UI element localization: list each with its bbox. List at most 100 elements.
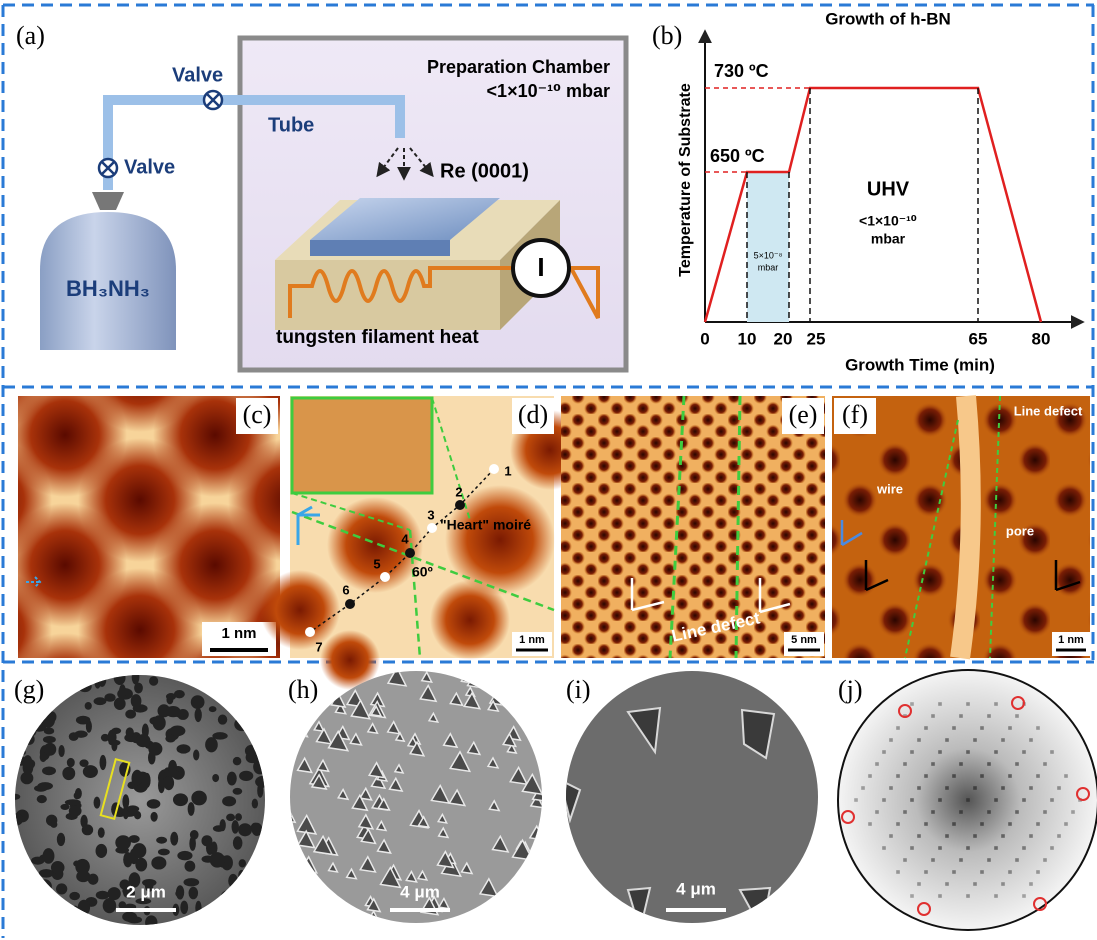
spot [1015,762,1019,766]
island [102,897,117,914]
island [416,869,429,881]
island [238,859,247,868]
island [187,802,195,816]
island [95,890,110,900]
island [506,742,518,754]
panel-a: (a) Valve Valve Tube BH₃NH₃ Preparation … [16,21,629,373]
island [219,819,226,832]
island [175,889,184,898]
spot [980,726,984,730]
island [144,879,154,892]
island [463,691,482,710]
spot [896,822,900,826]
point-label: 4 [401,531,409,546]
island [251,798,259,809]
island [100,733,110,742]
island [290,874,297,888]
island [187,675,195,684]
island [250,693,262,709]
x-axis-label: Growth Time (min) [845,355,995,374]
island [31,856,45,865]
island [379,865,402,889]
island [73,860,81,867]
axis-arrows [630,578,791,614]
temperature-label: 650 ºC [710,146,765,166]
island [128,872,141,888]
spot [945,882,949,886]
point-label: 2 [455,484,462,499]
spot [917,882,921,886]
island [521,772,542,796]
spot [966,894,970,898]
spot [973,834,977,838]
spot [994,894,998,898]
island [337,787,350,801]
island [180,900,189,915]
island [15,915,23,924]
domain-line [904,395,1001,659]
island [67,906,77,917]
island [113,675,126,685]
island [405,870,418,883]
spot [1008,726,1012,730]
island [315,727,333,745]
label-box [512,398,554,434]
island [129,848,139,865]
spot [959,810,963,814]
island [62,766,76,781]
spot [1036,822,1040,826]
spot [1022,798,1026,802]
island [207,676,219,686]
x-tick-label: 65 [969,329,988,348]
island [118,684,126,700]
island [131,675,140,685]
label-box [782,398,824,434]
island [349,732,363,746]
frame [1,3,1095,938]
heater-label: tungsten filament heat [276,327,479,348]
spot [896,774,900,778]
x-tick-label: 0 [700,329,709,348]
spot [973,738,977,742]
substrate-label: Re (0001) [440,160,529,182]
island [135,734,151,748]
spot [952,726,956,730]
island [487,699,500,713]
island [17,868,34,876]
island [437,896,451,910]
island [350,698,372,720]
island [50,861,65,875]
island [97,827,105,838]
valve-icon [101,161,115,175]
island [135,898,152,905]
island [172,793,189,807]
island [232,787,243,795]
label-box [834,398,876,434]
scale-label: 5 nm [791,634,817,646]
island [480,671,500,685]
island [15,749,26,756]
island [501,732,518,748]
island [126,805,140,813]
island [250,692,265,700]
island [307,904,328,923]
island [228,873,239,888]
spot [959,762,963,766]
island [231,820,239,834]
island [122,887,133,895]
island [290,716,309,738]
spot [924,774,928,778]
panel-label: (g) [14,675,44,704]
island [29,724,37,736]
spot [1008,870,1012,874]
island [15,731,22,741]
bottle [40,212,176,350]
points: 1 2 3 4 5 6 7 [305,463,512,654]
y-axis-label: Temperature of Substrate [677,83,694,277]
spot [889,786,893,790]
spot [966,798,970,802]
flow-arrows [376,147,434,181]
island [212,773,220,783]
island [23,733,35,745]
island [177,850,193,861]
